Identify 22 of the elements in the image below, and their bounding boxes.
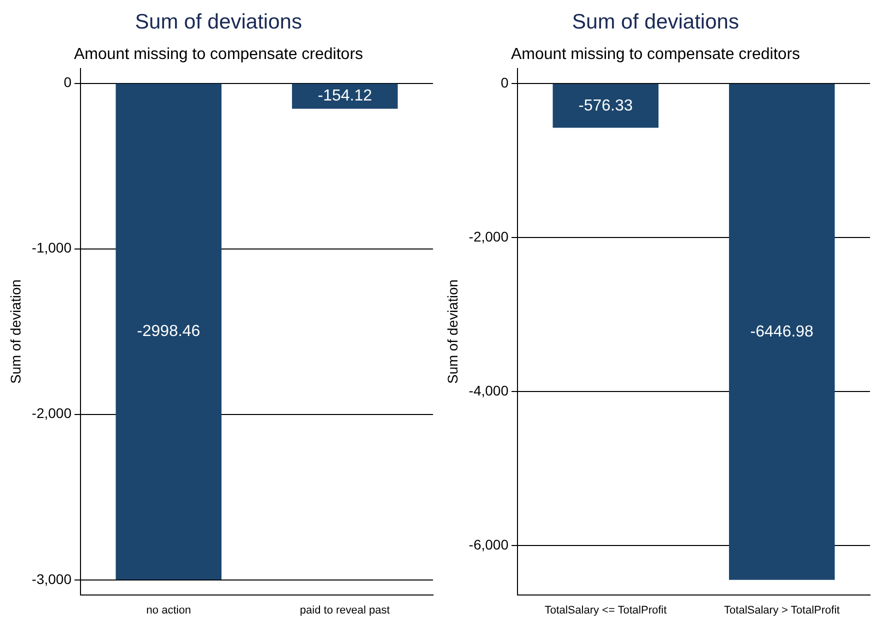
data-label: -576.33	[578, 97, 633, 114]
y-tick-label: -6,000	[468, 536, 509, 552]
chart-subtitle: Amount missing to compensate creditors	[510, 46, 800, 64]
y-axis-title: Sum of deviation	[7, 279, 24, 384]
y-tick-label: -1,000	[32, 240, 72, 256]
y-tick-label: -2,000	[468, 228, 509, 244]
y-axis-title: Sum of deviation	[444, 279, 460, 384]
y-tick-label: -3,000	[32, 570, 72, 587]
x-tick-label: paid to reveal past	[300, 604, 390, 616]
chart-subtitle: Amount missing to compensate creditors	[74, 46, 364, 64]
chart-title: Sum of deviations	[135, 10, 302, 34]
data-label: -6446.98	[750, 323, 814, 340]
x-tick-label: no action	[146, 604, 191, 616]
data-label: -2998.46	[137, 323, 200, 340]
y-tick-label: 0	[64, 74, 72, 90]
data-label: -154.12	[318, 88, 372, 105]
y-tick-label: -2,000	[32, 405, 72, 422]
x-tick-label: TotalSalary > TotalProfit	[724, 604, 840, 616]
y-tick-label: 0	[500, 74, 509, 90]
chart-title: Sum of deviations	[572, 10, 739, 34]
x-tick-label: TotalSalary <= TotalProfit	[544, 604, 667, 616]
y-tick-label: -4,000	[468, 382, 509, 398]
